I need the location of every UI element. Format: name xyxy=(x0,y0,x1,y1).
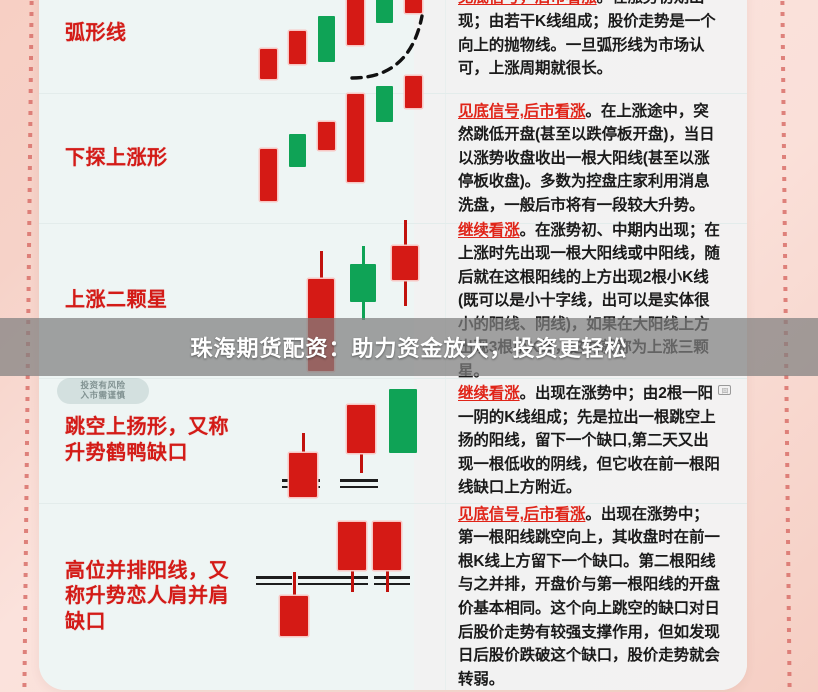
description-body: 。在上涨途中，突然跳低开盘(甚至以跌停板开盘)，当日以涨势收盘收出一根大阳线(甚… xyxy=(458,102,715,214)
candle-bullish-body xyxy=(280,596,308,636)
candlestick-chart xyxy=(242,504,445,690)
price-gap-marker xyxy=(374,576,410,585)
candle-bullish-body xyxy=(373,522,401,570)
pattern-description-text: 继续看涨。出现在涨势中；由2根一阳一阴的K线组成；先是拉出一根跳空上扬的阳线，留… xyxy=(458,382,721,500)
pattern-row: 跳空上扬形，又称升势鹤鸭缺口 继续看涨。出现在涨势中；由2根一阳一阴的K线组成；先… xyxy=(39,379,747,504)
candle-bullish-body xyxy=(318,122,335,150)
pattern-name-label: 下探上涨形 xyxy=(65,146,168,169)
price-gap-marker xyxy=(340,479,378,488)
pattern-description-cell: 见底信号,后市看涨。在上涨途中，突然跳低开盘(甚至以跌停板开盘)，当日以涨势收盘… xyxy=(446,94,747,223)
signal-highlight: 继续看涨 xyxy=(458,385,520,403)
pattern-description-text: 见底信号,后市看涨。在上涨途中，突然跳低开盘(甚至以跌停板开盘)，当日以涨势收盘… xyxy=(458,100,721,218)
pattern-name-label: 上涨二颗星 xyxy=(65,289,168,312)
corner-stamp-icon: 囧 xyxy=(718,385,731,395)
pattern-name-cell: 跳空上扬形，又称升势鹤鸭缺口 xyxy=(39,379,242,503)
candle-bullish-body xyxy=(347,94,364,182)
candle-lower-wick xyxy=(403,280,407,306)
signal-highlight: 继续看涨 xyxy=(458,221,520,239)
pattern-description-text: 见底信号，后市看涨。在涨势初期出现；由若干K线组成；股价走势是一个向上的抛物线。… xyxy=(458,0,721,81)
candle-bullish-body xyxy=(405,76,422,108)
candlestick-chart-cell xyxy=(242,0,446,93)
candle-bullish-body xyxy=(405,0,422,13)
risk-warning-line2: 入市需谨慎 xyxy=(80,390,126,400)
signal-highlight: 见底信号，后市看涨 xyxy=(458,0,597,6)
candle-lower-wick xyxy=(361,302,365,320)
candle-bearish-body xyxy=(376,0,393,23)
price-gap-marker xyxy=(332,576,368,585)
candle-bearish-body xyxy=(350,264,376,302)
promo-banner-overlay: 珠海期货配资：助力资金放大，投资更轻松 xyxy=(0,318,818,376)
pattern-name-cell: 上涨二颗星 xyxy=(39,224,242,378)
candle-upper-wick xyxy=(403,220,407,246)
pattern-name-label: 弧形线 xyxy=(65,21,127,44)
candle-bullish-body xyxy=(347,0,364,45)
candle-bearish-body xyxy=(376,86,393,122)
candle-bearish-body xyxy=(289,134,306,167)
signal-highlight: 见底信号,后市看涨 xyxy=(458,505,586,523)
pattern-name-cell: 下探上涨形 xyxy=(39,94,242,223)
pattern-description-cell: 继续看涨。出现在涨势中；由2根一阳一阴的K线组成；先是拉出一根跳空上扬的阳线，留… xyxy=(446,379,747,503)
signal-highlight: 见底信号,后市看涨 xyxy=(458,102,586,120)
risk-warning-watermark: 投资有风险 入市需谨慎 xyxy=(57,378,149,404)
candle-bullish-body xyxy=(338,522,366,570)
candle-bullish-body xyxy=(260,149,277,201)
candle-bullish-body xyxy=(289,31,306,64)
pattern-description-cell: 见底信号，后市看涨。在涨势初期出现；由若干K线组成；股价走势是一个向上的抛物线。… xyxy=(446,0,747,93)
price-gap-marker xyxy=(256,576,292,585)
pattern-name-label: 高位并排阳线，又称升势恋人肩并肩缺口 xyxy=(65,559,229,633)
candle-bullish-body xyxy=(260,49,277,79)
price-gap-marker xyxy=(298,576,334,585)
pattern-name-cell: 高位并排阳线，又称升势恋人肩并肩缺口 xyxy=(39,504,242,690)
candle-lower-wick xyxy=(359,453,363,473)
pattern-row: 高位并排阳线，又称升势恋人肩并肩缺口 见底信号,后市看涨。出现在涨势中；第一根阳线… xyxy=(39,504,747,690)
description-body: 。在涨势初期出现；由若干K线组成；股价走势是一个向上的抛物线。一旦弧形线为市场认… xyxy=(458,0,716,78)
candle-upper-wick xyxy=(361,246,365,264)
candle-upper-wick xyxy=(301,433,305,453)
description-body: 。出现在涨势中；由2根一阳一阴的K线组成；先是拉出一根跳空上扬的阳线，留下一个缺… xyxy=(458,385,720,497)
candlestick-chart xyxy=(242,379,445,503)
risk-warning-line1: 投资有风险 xyxy=(80,380,126,391)
candlestick-chart-cell xyxy=(242,504,446,690)
candle-bearish-body xyxy=(389,389,417,453)
candle-bullish-body xyxy=(347,405,375,453)
pattern-description-cell: 见底信号,后市看涨。出现在涨势中；第一根阳线跳空向上，其收盘时在前一根K线上方留… xyxy=(446,504,747,690)
candle-bearish-body xyxy=(318,16,335,62)
candle-upper-wick xyxy=(319,251,323,279)
pattern-description-text: 见底信号,后市看涨。出现在涨势中；第一根阳线跳空向上，其收盘时在前一根K线上方留… xyxy=(458,503,721,690)
promo-banner-text: 珠海期货配资：助力资金放大，投资更轻松 xyxy=(190,336,628,361)
candlestick-chart xyxy=(242,0,445,93)
candlestick-chart xyxy=(242,76,445,223)
candlestick-chart-cell xyxy=(242,379,446,503)
candle-lower-wick xyxy=(350,570,354,592)
pattern-row: 下探上涨形 见底信号,后市看涨。在上涨途中，突然跳低开盘(甚至以跌停板开盘)，当日… xyxy=(39,76,747,224)
candle-lower-wick xyxy=(385,570,389,592)
candlestick-chart-cell xyxy=(242,76,446,223)
pattern-name-cell: 弧形线 xyxy=(39,0,242,93)
candle-bullish-body xyxy=(289,453,317,497)
description-body: 。出现在涨势中；第一根阳线跳空向上，其收盘时在前一根K线上方留下一个缺口。第二根… xyxy=(458,505,720,688)
candle-upper-wick xyxy=(292,572,296,596)
pattern-row: 弧形线 见底信号，后市看涨。在涨势初期出现；由若干K线组成；股价走势是一个向上的抛… xyxy=(39,0,747,94)
candle-bullish-body xyxy=(392,246,418,280)
pattern-name-label: 跳空上扬形，又称升势鹤鸭缺口 xyxy=(65,416,229,464)
kline-pattern-table: 弧形线 见底信号，后市看涨。在涨势初期出现；由若干K线组成；股价走势是一个向上的抛… xyxy=(39,0,747,690)
